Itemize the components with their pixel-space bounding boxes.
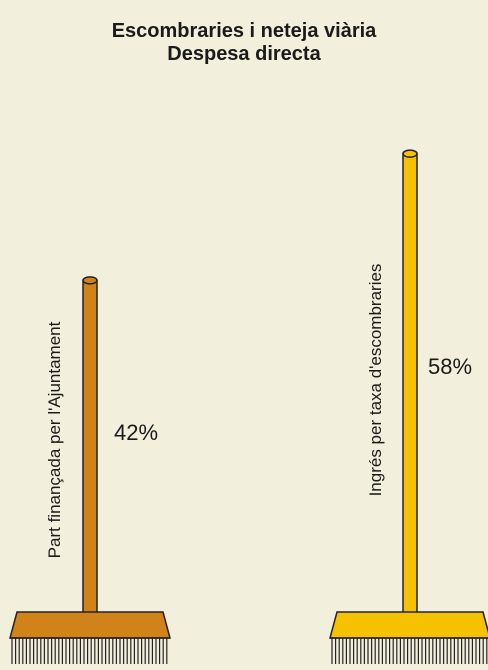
broom-handle-1 xyxy=(82,279,98,614)
broom-bristles-1 xyxy=(11,638,168,664)
broom-bristles-2 xyxy=(331,638,488,664)
value-label-1: 42% xyxy=(114,420,158,445)
broom-handle-top-1 xyxy=(82,276,98,285)
broom-handle-2 xyxy=(402,152,418,614)
category-label-1: Part finançada per l'Ajuntament xyxy=(45,321,64,558)
value-label-2: 58% xyxy=(428,354,472,379)
chart-subtitle: Despesa directa xyxy=(167,43,321,65)
broom-handle-top-2 xyxy=(402,149,418,158)
chart-title: Escombraries i neteja viària xyxy=(111,20,377,42)
broom-head-1 xyxy=(9,611,171,639)
broom-head-2 xyxy=(329,611,488,639)
category-label-2: Ingrés per taxa d'escombraries xyxy=(366,264,385,497)
